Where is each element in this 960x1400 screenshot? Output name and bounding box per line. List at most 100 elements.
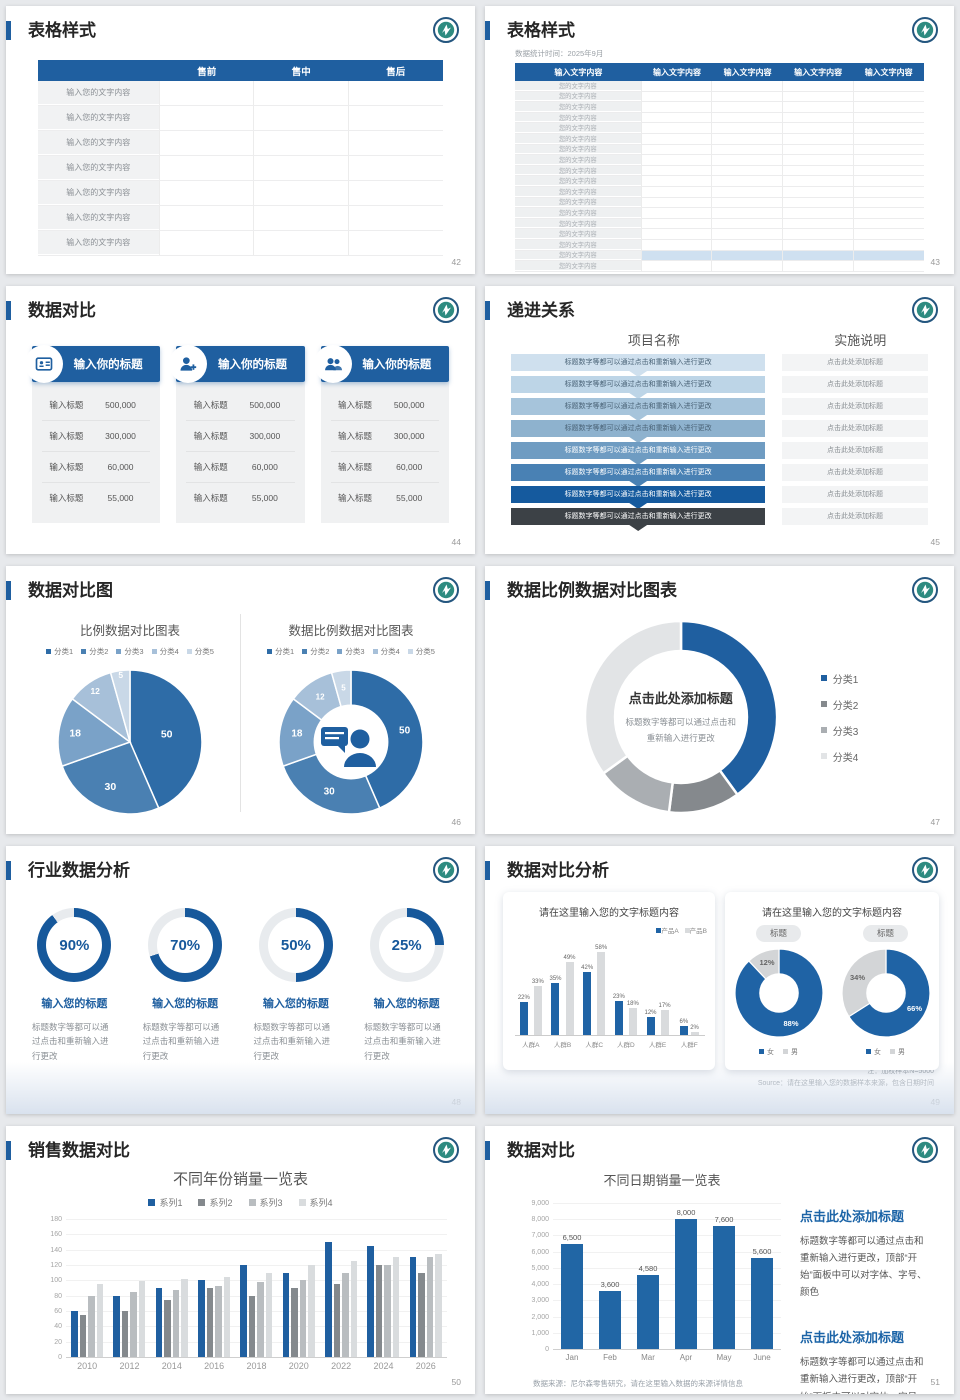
bar-group (320, 1219, 362, 1357)
slide-49[interactable]: 数据对比分析 请在这里输入您的文字标题内容 产品A 产品B 22% 33% 35% 49… (485, 846, 954, 1114)
progress-title: 输入您的标题 (262, 998, 329, 1010)
gridline: 0 (545, 1346, 781, 1353)
slide-47[interactable]: 数据比例数据对比图表 点击此处添加标题 标题数字等都可以通过点击和 重新输入进行… (485, 566, 954, 834)
table-cell (640, 208, 712, 218)
table-cell (853, 165, 924, 176)
table-cell (640, 112, 712, 123)
bars-area: 6,500 3,600 4,580 8,000 7,600 5,600 (553, 1203, 781, 1349)
pie-label: 12 (90, 686, 100, 696)
card-body: 输入标题 500,000 输入标题 300,000 输入标题 60,000 输入标题 55,0… (320, 382, 449, 523)
legend-label: 女 (874, 1048, 881, 1056)
legend-label: 分类4 (159, 647, 179, 656)
legend-label: 分类1 (54, 647, 74, 656)
x-tick-label: June (753, 1353, 771, 1362)
row-label-cell: 您的文字内容 (515, 112, 641, 123)
y-tick-label: 160 (50, 1231, 62, 1239)
bar (646, 1017, 655, 1035)
table-row: 您的文字内容 (515, 81, 924, 92)
card-row: 输入标题 300,000 (330, 421, 439, 452)
table-cell (348, 181, 443, 205)
bar (325, 1242, 332, 1357)
row-label: 输入标题 (49, 431, 84, 441)
school-emblem-logo-icon (912, 1137, 938, 1163)
legend-swatch (148, 1199, 156, 1206)
legend-label: 分类4 (380, 647, 400, 656)
legend-swatch (820, 753, 827, 759)
y-tick-label: 3,000 (531, 1297, 549, 1305)
slide-44[interactable]: 数据对比 输入你的标题 输入标题 500,000 输入标题 300,000 输入标题 60,… (6, 286, 475, 554)
table-row: 您的文字内容 (515, 229, 924, 240)
bar-group: 35% 49% (547, 945, 579, 1035)
table-cell (711, 102, 782, 112)
legend-swatch (820, 701, 827, 707)
bar-value-label: 35% (549, 975, 562, 982)
slide-42[interactable]: 表格样式 售前 售中 售后 输入您的文字内容 输入您的文字内容 输入您的文字内容 输入您的文… (6, 6, 475, 274)
step-row: 标题数字等都可以通过点击和重新输入进行更改 点击此处添加标题 (511, 486, 928, 509)
table-cell (158, 181, 254, 205)
progress-ring: 70% (148, 908, 223, 982)
title-accent-bar (6, 861, 11, 880)
legend-swatch (684, 928, 690, 933)
table-row: 输入您的文字内容 (38, 206, 443, 231)
row-value: 500,000 (393, 400, 425, 410)
bar (308, 1265, 315, 1357)
gridline: 80 (54, 1293, 447, 1300)
progress-description: 标题数字等都可以通过点击和重新输入进行更改 (253, 1022, 331, 1061)
table-row: 您的文字内容 (515, 165, 924, 177)
table-cell (640, 91, 712, 102)
slide-43[interactable]: 表格样式 数据统计时间：2025年9月 输入文字内容 输入文字内容 输入文字内容 输入… (485, 6, 954, 274)
bar (519, 1002, 528, 1035)
bar-group: 7,600 (705, 1203, 743, 1349)
person-chat-icon (321, 727, 376, 767)
legend-swatch (890, 1049, 895, 1054)
bar-group: 8,000 (667, 1203, 705, 1349)
legend-label: 分类5 (194, 647, 214, 656)
slide-46[interactable]: 数据对比图 比例数据对比图表 分类1 分类2 分类3 分类4 分类5 50 30 18 12 5… (6, 566, 475, 834)
slide-45[interactable]: 递进关系 项目名称 实施说明 标题数字等都可以通过点击和重新输入进行更改 点击此处… (485, 286, 954, 554)
donut-columns: 标题 88% 12% 女男标题 66% 34% 女男 (725, 923, 939, 1057)
slide-50[interactable]: 销售数据对比 不同年份销量一览表 系列1 系列2 系列3 系列4 180 160 140 1… (6, 1126, 475, 1394)
slide-48[interactable]: 行业数据分析 90% 输入您的标题 标题数字等都可以通过点击和重新输入进行更改 70%… (6, 846, 475, 1114)
slide-51[interactable]: 数据对比 不同日期销量一览表 9,000 8,000 7,000 6,000 5,000… (485, 1126, 954, 1394)
y-tick-label: 80 (54, 1292, 62, 1300)
progress-percent: 70% (170, 936, 201, 954)
table-header-cell: 输入文字内容 (794, 67, 843, 77)
text-blocks: 点击此处添加标题 标题数字等都可以通过点击和重新输入进行更改，顶部“开始”面板中可… (800, 1206, 932, 1394)
bar (333, 1284, 341, 1357)
slide-title: 销售数据对比 (28, 1141, 130, 1160)
bar: 7,600 (713, 1215, 735, 1349)
table-cell (711, 218, 782, 229)
card-row: 输入标题 500,000 (186, 390, 295, 421)
bar-group: 5,600 (743, 1203, 781, 1349)
legend-label: 产品B (689, 928, 707, 935)
bar (172, 1289, 180, 1357)
step-row: 标题数字等都可以通过点击和重新输入进行更改 点击此处添加标题 (511, 420, 928, 443)
title-accent-bar (6, 301, 11, 320)
table-header-cell: 输入文字内容 (554, 67, 603, 77)
legend-item: 分类3 (820, 723, 858, 738)
pie-chart-panel: 比例数据对比图表 分类1 分类2 分类3 分类4 分类5 50 30 18 12 5 (20, 614, 241, 815)
card-row: 输入标题 300,000 (42, 421, 151, 452)
table-cell (640, 176, 712, 186)
bar-column: 2% (690, 945, 699, 1035)
step-row: 标题数字等都可以通过点击和重新输入进行更改 点击此处添加标题 (511, 442, 928, 465)
card-row: 输入标题 500,000 (42, 390, 151, 421)
table-row: 您的文字内容 (515, 91, 924, 103)
bar-value-label: 2% (690, 1025, 699, 1031)
block-body: 标题数字等都可以通过点击和重新输入进行更改，顶部“开始”面板中可以对字体、字号、… (800, 1236, 927, 1299)
table-cell (640, 239, 712, 250)
row-label-cell: 输入您的文字内容 (38, 206, 159, 230)
table-cell (640, 144, 712, 155)
bar-group: 42% 58% (578, 945, 610, 1035)
chart-title: 请在这里输入您的文字标题内容 (539, 908, 679, 919)
bar-group (193, 1219, 235, 1357)
table-header-cell: 输入文字内容 (864, 67, 913, 77)
y-tick-label: 180 (50, 1216, 62, 1223)
bar-group: 12% 17% (642, 945, 674, 1035)
pie-label: 5 (118, 670, 123, 680)
x-axis-labels: Jan Feb Mar Apr May June (553, 1353, 781, 1362)
bar-value-label: 49% (563, 954, 576, 961)
legend-label: 分类1 (832, 674, 859, 686)
row-label-cell: 您的文字内容 (515, 81, 641, 91)
id-card-icon (27, 347, 61, 381)
